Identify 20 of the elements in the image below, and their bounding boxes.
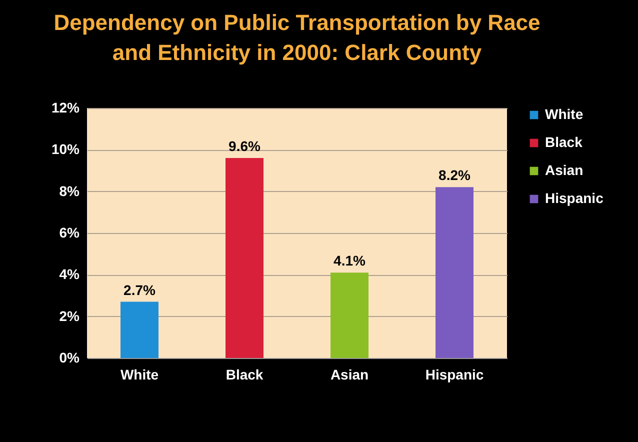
x-tick-label: Hispanic [425, 366, 484, 382]
legend-label: Asian [545, 162, 584, 178]
y-tick-label: 2% [59, 308, 80, 324]
x-tick-label: Asian [330, 366, 369, 382]
x-tick-label: White [120, 366, 159, 382]
legend-label: White [545, 106, 584, 122]
y-tick-label: 10% [51, 141, 80, 158]
x-tick-label: Black [226, 366, 264, 382]
data-label: 9.6% [228, 138, 261, 154]
legend-label: Hispanic [545, 190, 604, 206]
y-tick-label: 0% [59, 350, 80, 366]
data-label: 2.7% [124, 282, 156, 298]
data-label: 8.2% [438, 167, 471, 184]
y-tick-label: 8% [59, 182, 80, 199]
y-tick-label: 12% [51, 100, 80, 116]
legend-label: Black [545, 134, 583, 150]
y-tick-label: 6% [59, 224, 80, 240]
chart-title: Dependency on Public Transportation by Race and Ethnicity in 2000: Clark County [54, 10, 540, 65]
y-tick-label: 4% [59, 266, 80, 282]
data-label: 4.1% [334, 252, 366, 269]
